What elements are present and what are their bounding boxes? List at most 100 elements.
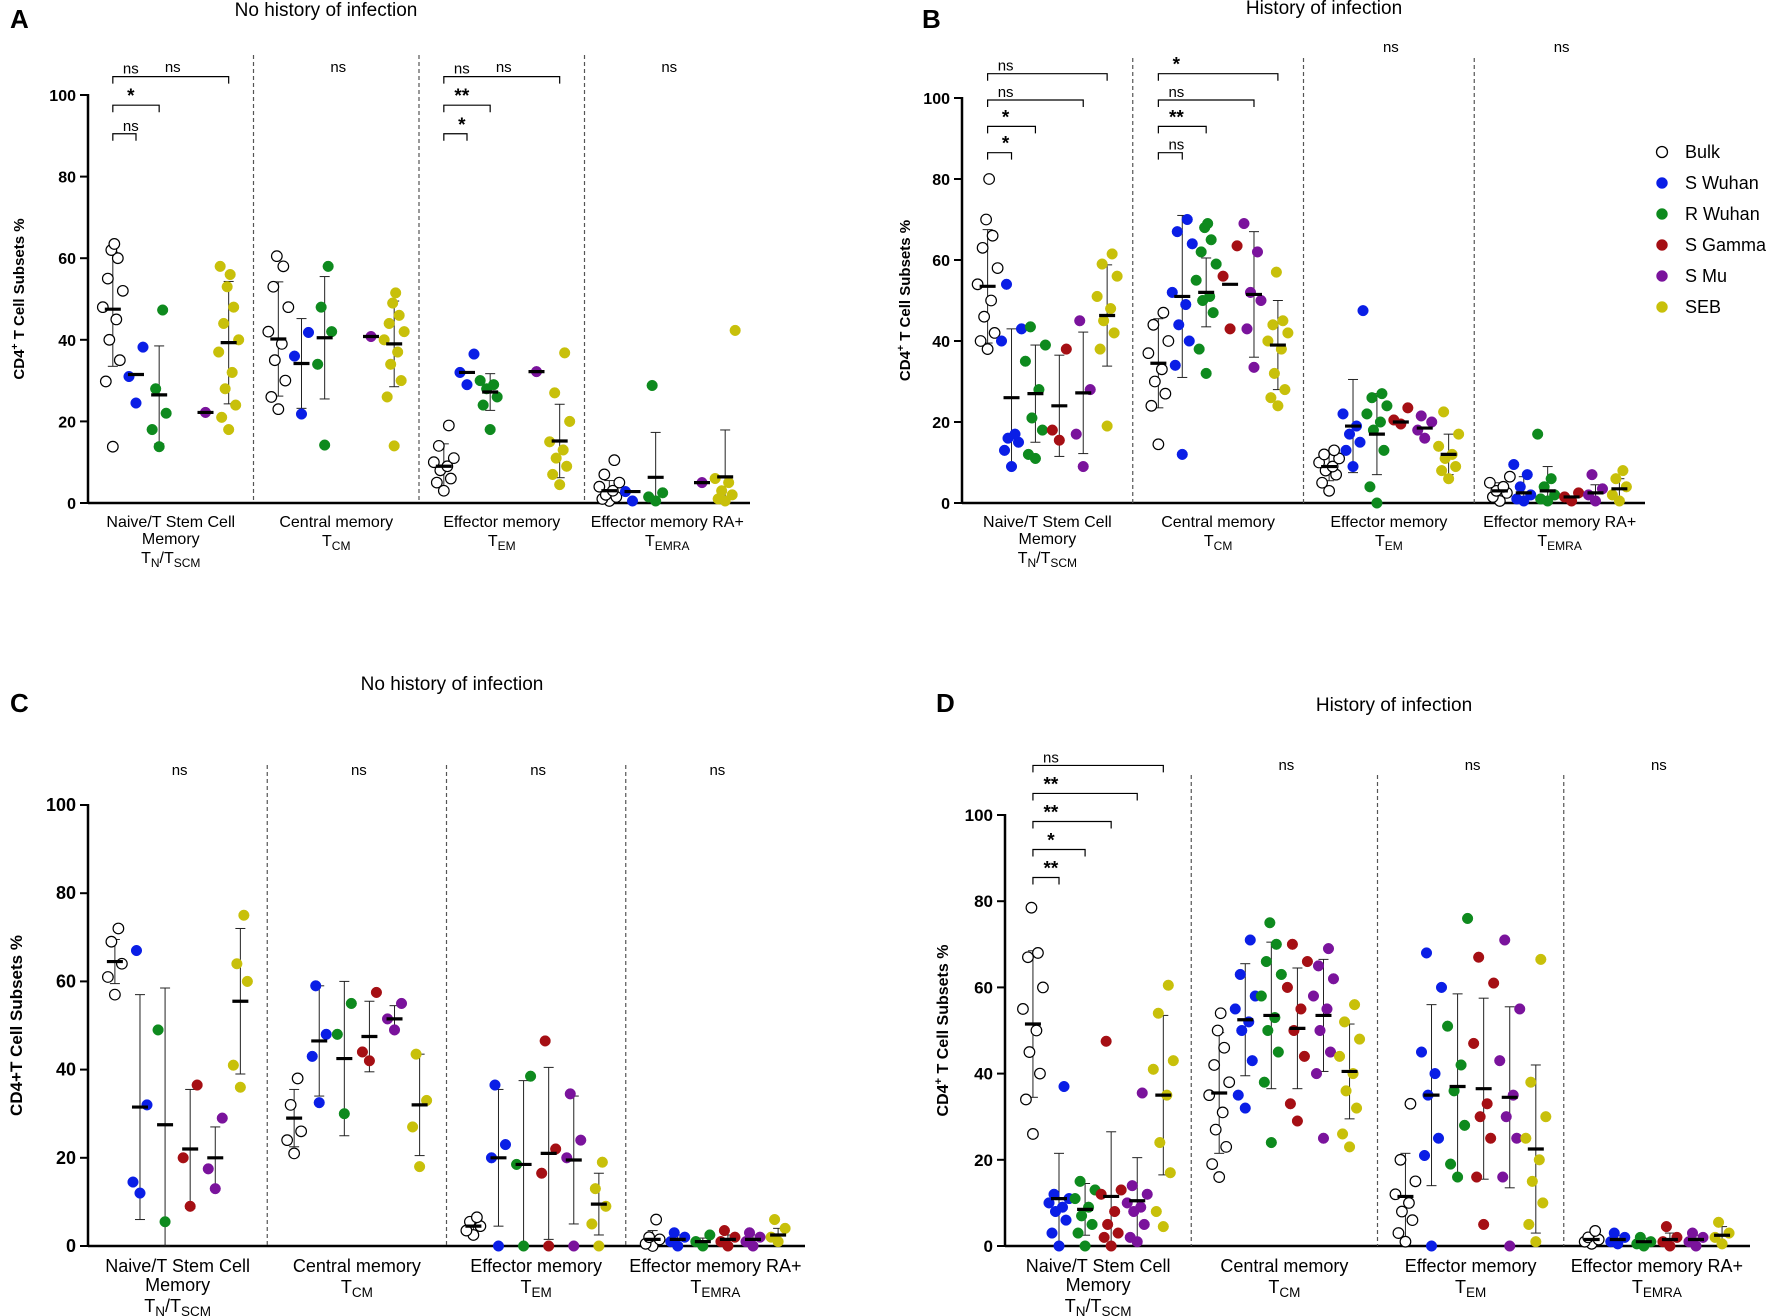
data-point	[1396, 1205, 1408, 1218]
data-point	[1260, 955, 1272, 968]
data-point	[1660, 1221, 1672, 1233]
data-point	[1255, 294, 1267, 307]
series-s-wuhan	[619, 486, 641, 507]
data-point	[1152, 438, 1165, 451]
group-significance-label: ns	[496, 59, 512, 76]
series-r-wuhan	[1532, 428, 1561, 507]
data-point	[1181, 213, 1193, 226]
data-point	[1032, 947, 1044, 959]
data-point	[1206, 1158, 1219, 1171]
series-bulk	[262, 250, 295, 416]
y-tick-label: 20	[974, 1151, 993, 1170]
data-point	[1443, 473, 1455, 485]
data-point	[1193, 343, 1205, 355]
series-bulk	[1142, 306, 1175, 451]
data-point	[1258, 1076, 1270, 1088]
data-point	[1582, 489, 1595, 501]
y-tick-label: 80	[974, 892, 993, 911]
series-s-mu	[202, 1112, 228, 1195]
group-label: Effector memory RA+	[1571, 1256, 1743, 1276]
group-subscript-label: TCM	[341, 1277, 373, 1300]
data-point	[356, 1046, 368, 1058]
series-seb	[1091, 248, 1123, 432]
series-s-wuhan	[1415, 947, 1448, 1252]
data-point	[1069, 1193, 1081, 1205]
data-point	[608, 454, 621, 467]
series-s-wuhan	[1043, 1080, 1075, 1252]
bracket-label: ns	[998, 84, 1014, 101]
series-r-wuhan	[152, 987, 174, 1247]
group-2: ns Central memory TCM	[252, 55, 410, 553]
series-s-gamma	[1217, 240, 1243, 335]
data-point	[468, 348, 480, 360]
data-point	[130, 397, 142, 409]
data-point	[1540, 1111, 1552, 1123]
series-s-gamma	[1388, 402, 1414, 430]
data-point	[387, 297, 399, 309]
data-point	[101, 971, 114, 983]
significance-bracket	[1032, 876, 1060, 885]
data-point	[1244, 934, 1256, 946]
data-point	[477, 399, 489, 411]
group-subscript-label: TEMRA	[1632, 1277, 1682, 1300]
data-point	[398, 326, 410, 338]
data-point	[1268, 367, 1280, 379]
data-point	[1425, 1240, 1438, 1252]
data-point	[1072, 1227, 1084, 1239]
group-subscript-label: TEM	[1375, 533, 1403, 553]
data-point	[1026, 412, 1038, 424]
data-point	[1105, 303, 1117, 315]
series-bulk	[1389, 1097, 1422, 1248]
y-tick-label: 20	[56, 1148, 76, 1168]
legend-marker	[1656, 177, 1668, 189]
series-r-wuhan	[1069, 1175, 1101, 1252]
data-point	[1415, 1046, 1428, 1058]
data-point	[1388, 414, 1400, 426]
data-point	[1364, 481, 1376, 493]
data-point	[113, 354, 126, 367]
series-bulk	[593, 454, 626, 507]
series-seb	[1606, 465, 1632, 507]
data-point	[1620, 481, 1632, 493]
data-point	[974, 335, 987, 347]
data-point	[1173, 319, 1185, 331]
group-significance-label: ns	[330, 59, 346, 76]
series-seb	[407, 1048, 433, 1173]
series-s-mu	[363, 330, 380, 343]
data-point	[312, 358, 324, 370]
group-label: Central memory	[1161, 514, 1275, 531]
y-tick-label: 0	[941, 496, 950, 513]
data-point	[1112, 1227, 1124, 1239]
data-point	[470, 1211, 483, 1224]
data-point	[1162, 979, 1174, 991]
data-point	[96, 301, 109, 314]
significance-bracket	[1032, 764, 1164, 773]
data-point	[729, 324, 741, 336]
series-s-wuhan	[127, 944, 153, 1221]
data-point	[971, 278, 984, 291]
data-point	[1610, 473, 1622, 485]
data-point	[1481, 1098, 1493, 1110]
data-point	[1436, 465, 1448, 477]
data-point	[492, 1240, 505, 1252]
data-point	[550, 452, 562, 464]
series-s-wuhan	[665, 1227, 691, 1252]
y-tick-label: 100	[46, 795, 76, 815]
group-label-line2: Memory	[1018, 531, 1076, 548]
data-point	[1354, 436, 1366, 448]
series-bulk	[639, 1213, 666, 1252]
data-point	[177, 1152, 189, 1164]
data-point	[1094, 343, 1106, 355]
data-point	[1022, 448, 1034, 460]
panel-d: D History of infection 0 20 40 60 80 100 CD4+ T …	[933, 688, 1750, 1316]
panels-layer: A No history of infection 0 20 40 60 80 100 CD4+…	[7, 0, 1750, 1316]
y-tick-label: 100	[49, 88, 76, 105]
data-point	[1036, 424, 1048, 436]
data-point	[383, 317, 395, 330]
y-tick-label: 0	[67, 496, 76, 513]
data-point	[281, 1134, 294, 1147]
panel-title: No history of infection	[235, 0, 418, 21]
data-point	[988, 327, 1001, 339]
